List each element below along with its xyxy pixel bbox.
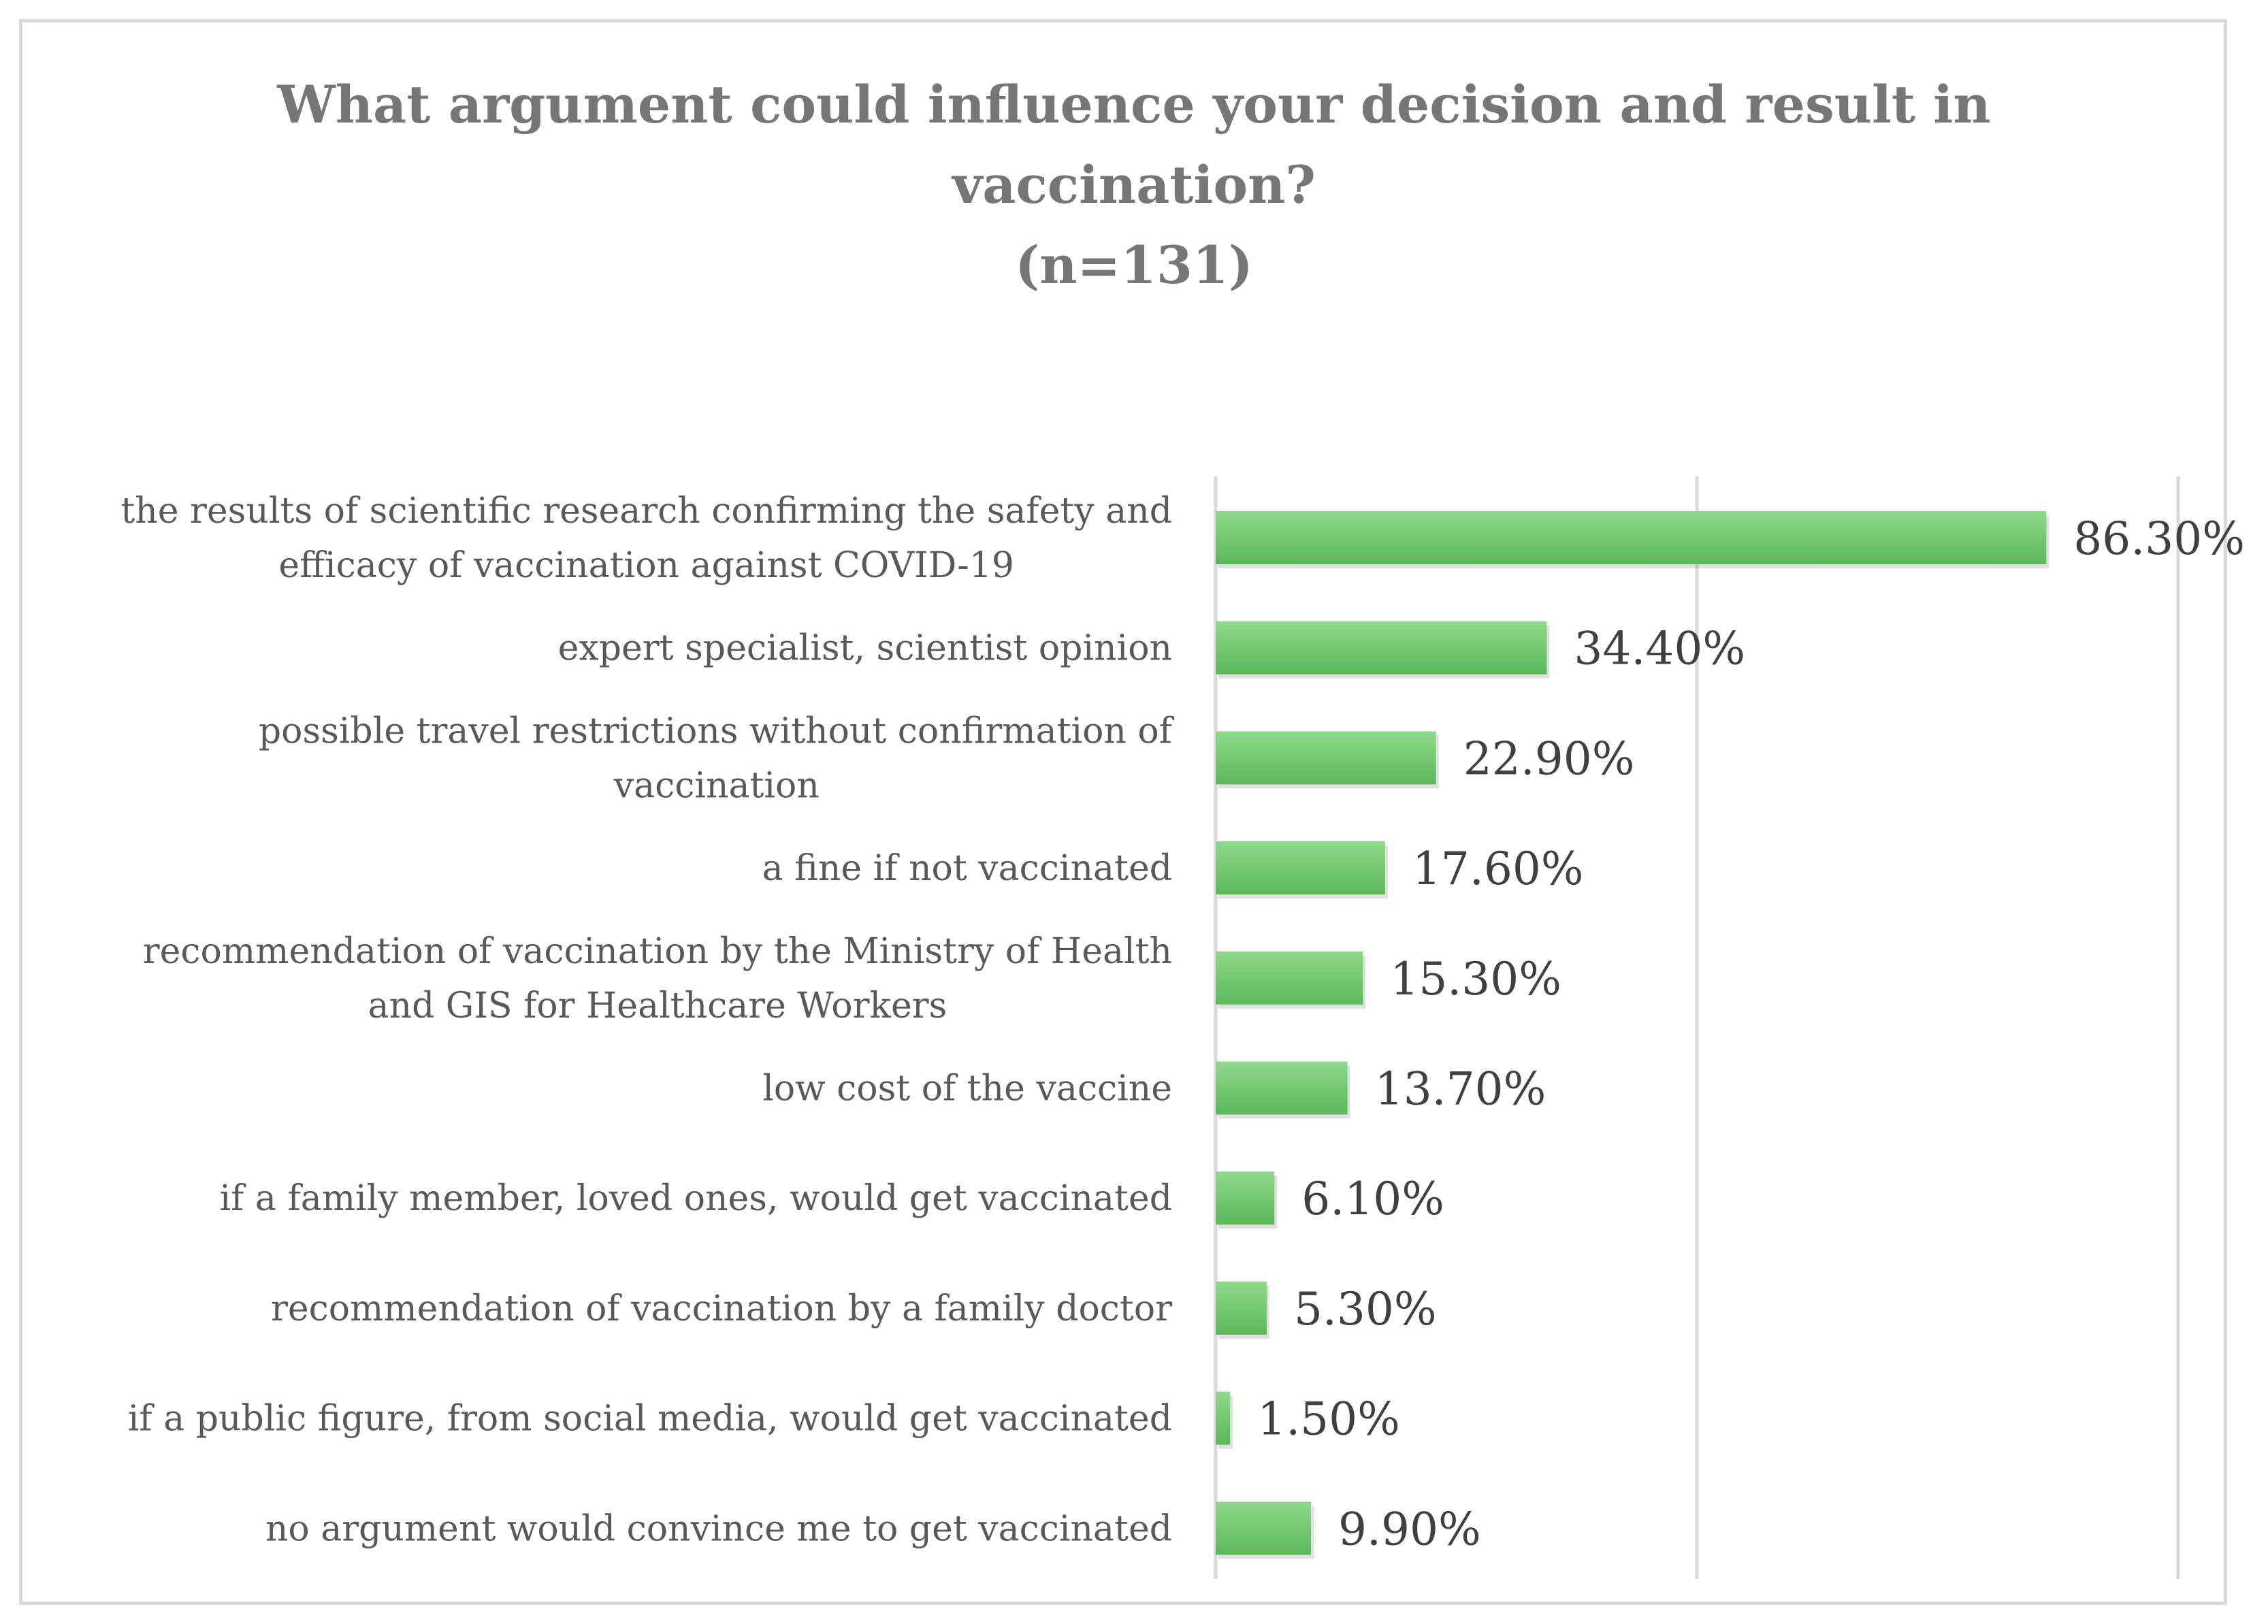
bar-10 [1216,1501,1311,1555]
value-labels: 86.30% 34.40% 22.90% 17.60% 15.30% 13.70% 6.10… [1257,513,2245,1555]
value-label-5: 15.30% [1390,953,1561,1005]
value-label-8: 5.30% [1294,1283,1437,1335]
category-label-3: possible travel restrictions without con… [259,711,1175,806]
bar-6 [1216,1061,1348,1115]
chart-frame [19,19,2227,1605]
category-label-1: the results of scientific research confi… [120,491,1172,586]
value-label-1: 86.30% [2073,513,2245,565]
chart-title: What argument could influence your decis… [0,65,2268,306]
bar-1 [1216,511,2047,564]
bar-3 [1216,731,1436,785]
category-label-2: expert specialist, scientist opinion [558,628,1172,669]
bar-4 [1216,841,1385,895]
category-label-6: low cost of the vaccine [762,1069,1172,1109]
category-label-7: if a family member, loved ones, would ge… [220,1178,1172,1219]
value-label-3: 22.90% [1463,732,1635,785]
value-label-9: 1.50% [1257,1393,1400,1446]
value-label-4: 17.60% [1412,843,1584,895]
value-label-7: 6.10% [1301,1173,1444,1225]
chart-title-line-2: vaccination? [952,155,1316,215]
value-label-10: 9.90% [1338,1503,1481,1555]
bar-9 [1216,1391,1231,1445]
category-label-5: recommendation of vaccination by the Min… [143,931,1172,1026]
value-label-6: 13.70% [1375,1063,1546,1116]
value-label-2: 34.40% [1574,623,1745,675]
category-label-9: if a public figure, from social media, w… [128,1399,1172,1440]
category-label-4: a fine if not vaccinated [762,848,1172,889]
bar-2 [1216,621,1547,675]
category-label-8: recommendation of vaccination by a famil… [271,1288,1172,1329]
bar-8 [1216,1281,1267,1335]
chart-title-line-3: (n=131) [1015,235,1253,295]
chart-title-line-1: What argument could influence your decis… [277,74,1991,135]
category-labels: the results of scientific research confi… [120,491,1174,1549]
bar-5 [1216,951,1363,1005]
bars [1216,511,2050,1559]
category-label-10: no argument would convince me to get vac… [265,1508,1172,1549]
bar-7 [1216,1171,1275,1225]
